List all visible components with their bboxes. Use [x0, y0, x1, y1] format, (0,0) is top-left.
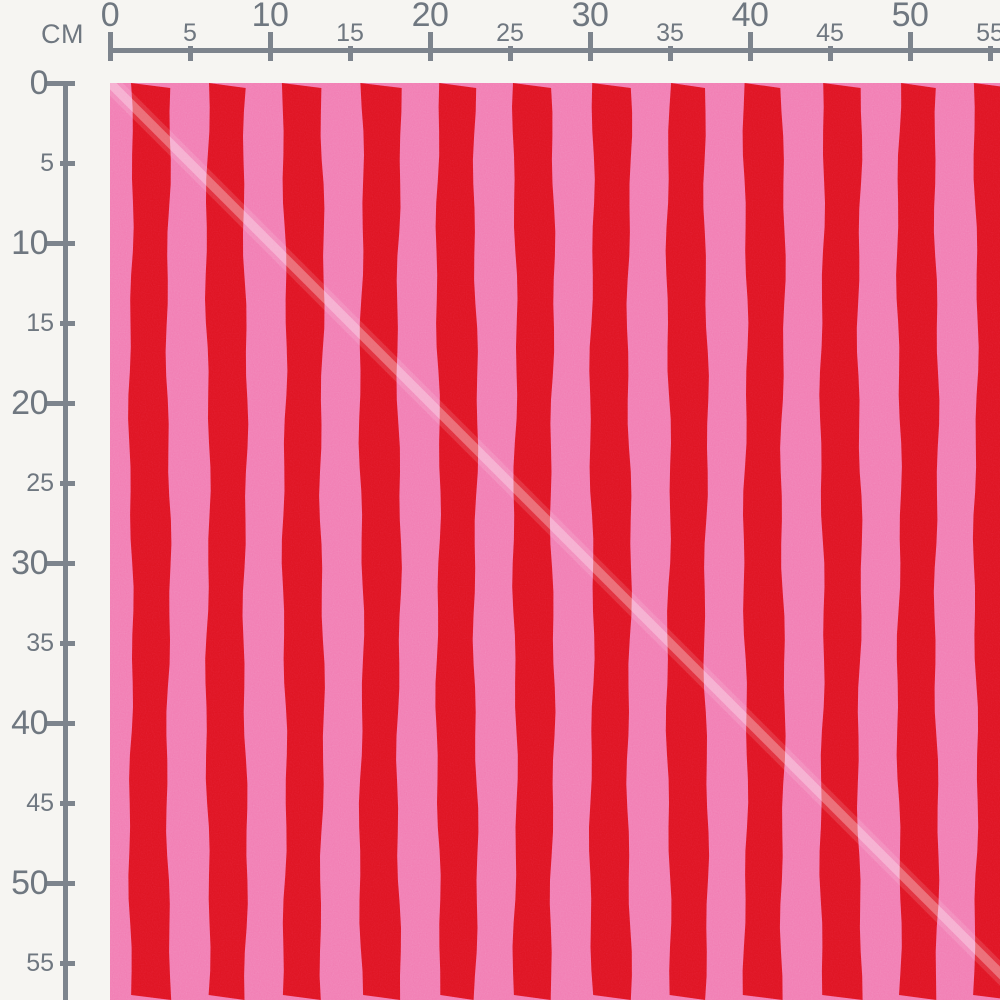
top-ruler-label-5: 5	[183, 19, 197, 47]
left-ruler-label-20: 20	[11, 384, 48, 422]
left-ruler-label-10: 10	[11, 224, 48, 262]
top-ruler-tick-10	[267, 32, 273, 61]
ruler-unit-label: CM	[41, 19, 84, 49]
left-ruler-line	[62, 83, 68, 1000]
left-ruler-label-30: 30	[11, 544, 48, 582]
top-ruler-tick-35	[667, 46, 673, 61]
left-ruler-tick-35	[60, 640, 75, 646]
left-ruler-tick-50	[46, 880, 75, 886]
top-ruler-tick-0	[107, 32, 113, 61]
left-ruler-tick-15	[60, 320, 75, 326]
top-ruler-tick-30	[587, 32, 593, 61]
top-ruler-label-10: 10	[251, 0, 289, 34]
top-ruler-label-50: 50	[891, 0, 929, 34]
top-ruler-tick-45	[827, 46, 833, 61]
left-ruler-tick-55	[60, 960, 75, 966]
top-ruler-label-20: 20	[411, 0, 449, 34]
fabric-swatch	[110, 83, 1000, 1000]
top-ruler-label-40: 40	[731, 0, 769, 34]
left-ruler-label-25: 25	[26, 468, 54, 497]
left-ruler-label-35: 35	[26, 628, 54, 657]
diagonal-sheen-watermark	[110, 83, 1000, 980]
top-ruler-label-0: 0	[100, 0, 120, 34]
left-ruler-label-45: 45	[26, 788, 54, 817]
top-ruler-tick-20	[427, 32, 433, 61]
fabric-texture	[110, 83, 1000, 1000]
left-ruler-label-40: 40	[11, 704, 48, 742]
left-ruler-tick-25	[60, 480, 75, 486]
left-ruler-tick-0	[46, 80, 75, 86]
left-ruler-tick-20	[46, 400, 75, 406]
top-ruler-label-45: 45	[816, 19, 844, 47]
left-ruler-tick-10	[46, 240, 75, 246]
left-ruler-label-55: 55	[26, 948, 54, 977]
top-ruler-tick-50	[907, 32, 913, 61]
left-ruler-tick-45	[60, 800, 75, 806]
left-ruler-label-0: 0	[29, 64, 49, 102]
left-ruler-tick-5	[60, 160, 75, 166]
top-ruler-label-35: 35	[656, 19, 684, 47]
left-ruler-label-5: 5	[40, 148, 54, 177]
top-ruler-tick-55	[987, 46, 993, 61]
top-ruler-label-25: 25	[496, 19, 524, 47]
top-ruler-label-15: 15	[336, 19, 364, 47]
left-ruler-label-50: 50	[11, 864, 48, 902]
left-ruler-tick-30	[46, 560, 75, 566]
top-ruler-tick-5	[187, 46, 193, 61]
top-ruler-tick-40	[747, 32, 753, 61]
left-ruler-label-15: 15	[26, 308, 54, 337]
diagonal-sheen-halo	[110, 83, 1000, 986]
left-ruler-tick-40	[46, 720, 75, 726]
top-ruler-label-55: 55	[976, 19, 1000, 47]
top-ruler-label-30: 30	[571, 0, 609, 34]
top-ruler-tick-15	[347, 46, 353, 61]
top-ruler-tick-25	[507, 46, 513, 61]
top-ruler-line	[110, 47, 1000, 53]
